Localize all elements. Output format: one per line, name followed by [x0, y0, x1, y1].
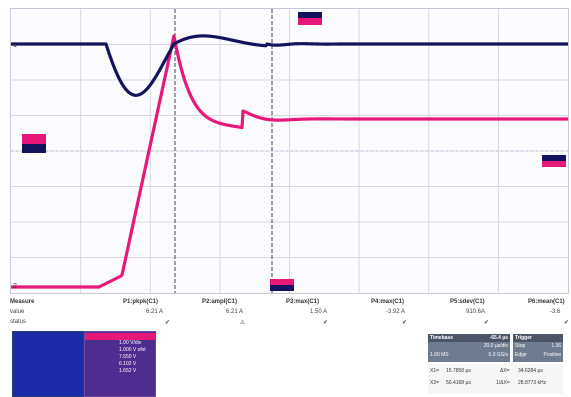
- cursor-x1-value: 15.7858 µs: [446, 368, 471, 374]
- measure-p2-name[interactable]: P2:ampl(C1): [202, 299, 238, 305]
- trigger-panel[interactable]: Trigger Stop 1.36 Edge Positive: [513, 334, 563, 362]
- cursor-dx-value: 34.6284 µs: [518, 368, 543, 374]
- ch2-level-label: 2: [13, 283, 17, 290]
- trigger-mode-row: Edge Positive: [513, 351, 563, 360]
- cursor-readout: X1= 15.7858 µs ΔX= 34.6284 µs X2= 50.416…: [428, 364, 563, 394]
- measure-value-label: value: [10, 309, 25, 315]
- measure-p3-value: 1.50 A: [310, 309, 328, 315]
- measure-p5-name[interactable]: P5:sdev(C1): [450, 299, 485, 305]
- cursor-x2-label: X2=: [430, 380, 440, 386]
- measure-p5-value: 910.6A: [466, 309, 486, 315]
- measure-p4-status-icon: ✔: [402, 320, 408, 326]
- timebase-ratio: 5.0 GS/s: [488, 352, 508, 358]
- measure-p1-value: 6.21 A: [146, 309, 164, 315]
- timebase-rate-row: 1.00 MS 5.0 GS/s: [428, 351, 510, 360]
- measure-p6-status-icon: ✔: [564, 320, 570, 326]
- ch1-cursor-marker[interactable]: [270, 285, 294, 291]
- trigger-header: Trigger: [513, 334, 563, 342]
- ch1-right-marker[interactable]: [542, 155, 566, 161]
- cursor-dx-label: ΔX=: [500, 368, 510, 374]
- trigger-state-row: Stop 1.36: [513, 342, 563, 351]
- ch2-meas-c: 1.652 V: [119, 368, 137, 374]
- trigger-mode: Edge: [515, 352, 527, 358]
- ch2-meas-b: 6.102 V: [119, 361, 137, 367]
- timebase-title: Timebase: [430, 335, 453, 341]
- timebase-panel[interactable]: Timebase -65.4 µs 20.0 µs/div 1.00 MS 5.…: [428, 334, 510, 362]
- ch2-meas-a: 7.650 V: [119, 354, 137, 360]
- measure-status-label: status: [10, 319, 27, 325]
- measure-p5-status-icon: ✔: [484, 320, 490, 326]
- ch1-trigger-marker[interactable]: [298, 12, 322, 19]
- ch1-descriptor-panel[interactable]: [12, 331, 84, 397]
- measure-p2-value: 6.21 A: [226, 309, 244, 315]
- timebase-rate: 1.00 MS: [430, 352, 449, 358]
- trigger-level: 1.36: [551, 343, 561, 349]
- measure-p4-name[interactable]: P4:max(C1): [371, 299, 405, 305]
- cursor-dy-label: 1/ΔX=: [496, 380, 510, 386]
- ch1-waveform: [11, 34, 568, 97]
- cursor-x2-value: 50.4168 µs: [446, 380, 471, 386]
- measure-p4-value: -3.92 A: [386, 309, 406, 315]
- cursor-x1-label: X1=: [430, 368, 440, 374]
- measure-p6-value: -3.6: [550, 309, 561, 315]
- timebase-delay: -65.4 µs: [489, 335, 508, 341]
- ch2-offset: 1.000 V ofst: [119, 347, 146, 353]
- ch2-waveform: [11, 34, 568, 289]
- ch2-trigger-marker[interactable]: [298, 18, 322, 25]
- ch2-descriptor-panel[interactable]: 1.00 V/div 1.000 V ofst 7.650 V 6.102 V …: [84, 331, 156, 397]
- ch2-cursor-marker[interactable]: [270, 279, 294, 286]
- measure-p1-status-icon: ✔: [165, 320, 171, 326]
- cursor-dy-value: 28.8773 kHz: [518, 380, 547, 386]
- measure-p1-name[interactable]: P1:pkpk(C1): [123, 299, 159, 305]
- measure-p3-status-icon: ✔: [323, 320, 329, 326]
- measure-p6-name[interactable]: P6:mean(C1): [528, 299, 565, 305]
- trigger-state: Stop: [515, 343, 526, 349]
- trigger-slope: Positive: [543, 352, 561, 358]
- waveform-canvas: 12: [11, 9, 568, 293]
- ch2-color-bar: [85, 333, 155, 340]
- ch2-vdiv: 1.00 V/div: [119, 340, 142, 346]
- ch1-ground-marker[interactable]: [22, 143, 46, 153]
- measure-p2-status-icon: ⚠: [240, 320, 246, 326]
- timebase-div: 20.0 µs/div: [483, 343, 508, 349]
- ch2-ground-marker[interactable]: [22, 134, 46, 144]
- measure-title: Measure: [10, 299, 35, 305]
- timebase-header: Timebase -65.4 µs: [428, 334, 510, 342]
- measure-p3-name[interactable]: P3:max(C1): [286, 299, 320, 305]
- ch1-level-label: 1: [13, 42, 17, 49]
- ch2-right-marker[interactable]: [542, 161, 566, 167]
